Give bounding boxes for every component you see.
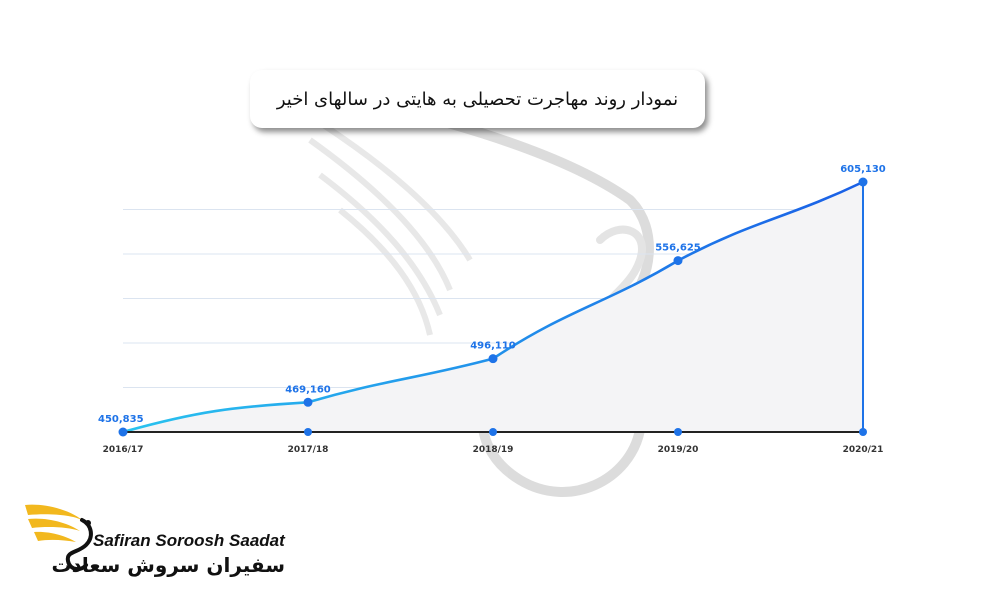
x-tick-label: 2020/21 [843,445,884,455]
axis-tick-marker [119,428,127,436]
x-tick-label: 2019/20 [658,445,699,455]
axis-tick-marker [304,428,312,436]
axis-tick-marker [674,428,682,436]
golden-wing-logo-icon [25,504,93,572]
data-point [303,397,313,407]
data-label: 556,625 [655,243,701,254]
chart-title: نمودار روند مهاجرت تحصیلی به هایتی در سا… [276,88,679,110]
axis-tick-marker [859,428,867,436]
logo-latin-text: Safiran Soroosh Saadat [93,531,285,550]
axis-tick-marker [489,428,497,436]
logo-persian-text: سفیران سروش سعادت [51,553,286,577]
chart-title-box: نمودار روند مهاجرت تحصیلی به هایتی در سا… [250,70,705,128]
x-tick-label: 2016/17 [103,445,144,455]
x-tick-label: 2017/18 [288,445,329,455]
chart-area-fill [123,182,863,432]
data-label: 450,835 [98,414,144,425]
data-point [673,256,683,266]
data-label: 605,130 [840,164,886,175]
x-tick-label: 2018/19 [473,445,514,455]
data-point [858,177,868,187]
company-logo: Safiran Soroosh Saadat سفیران سروش سعادت [20,495,290,585]
data-point [488,354,498,364]
data-label: 496,110 [470,341,516,352]
data-label: 469,160 [285,384,331,395]
